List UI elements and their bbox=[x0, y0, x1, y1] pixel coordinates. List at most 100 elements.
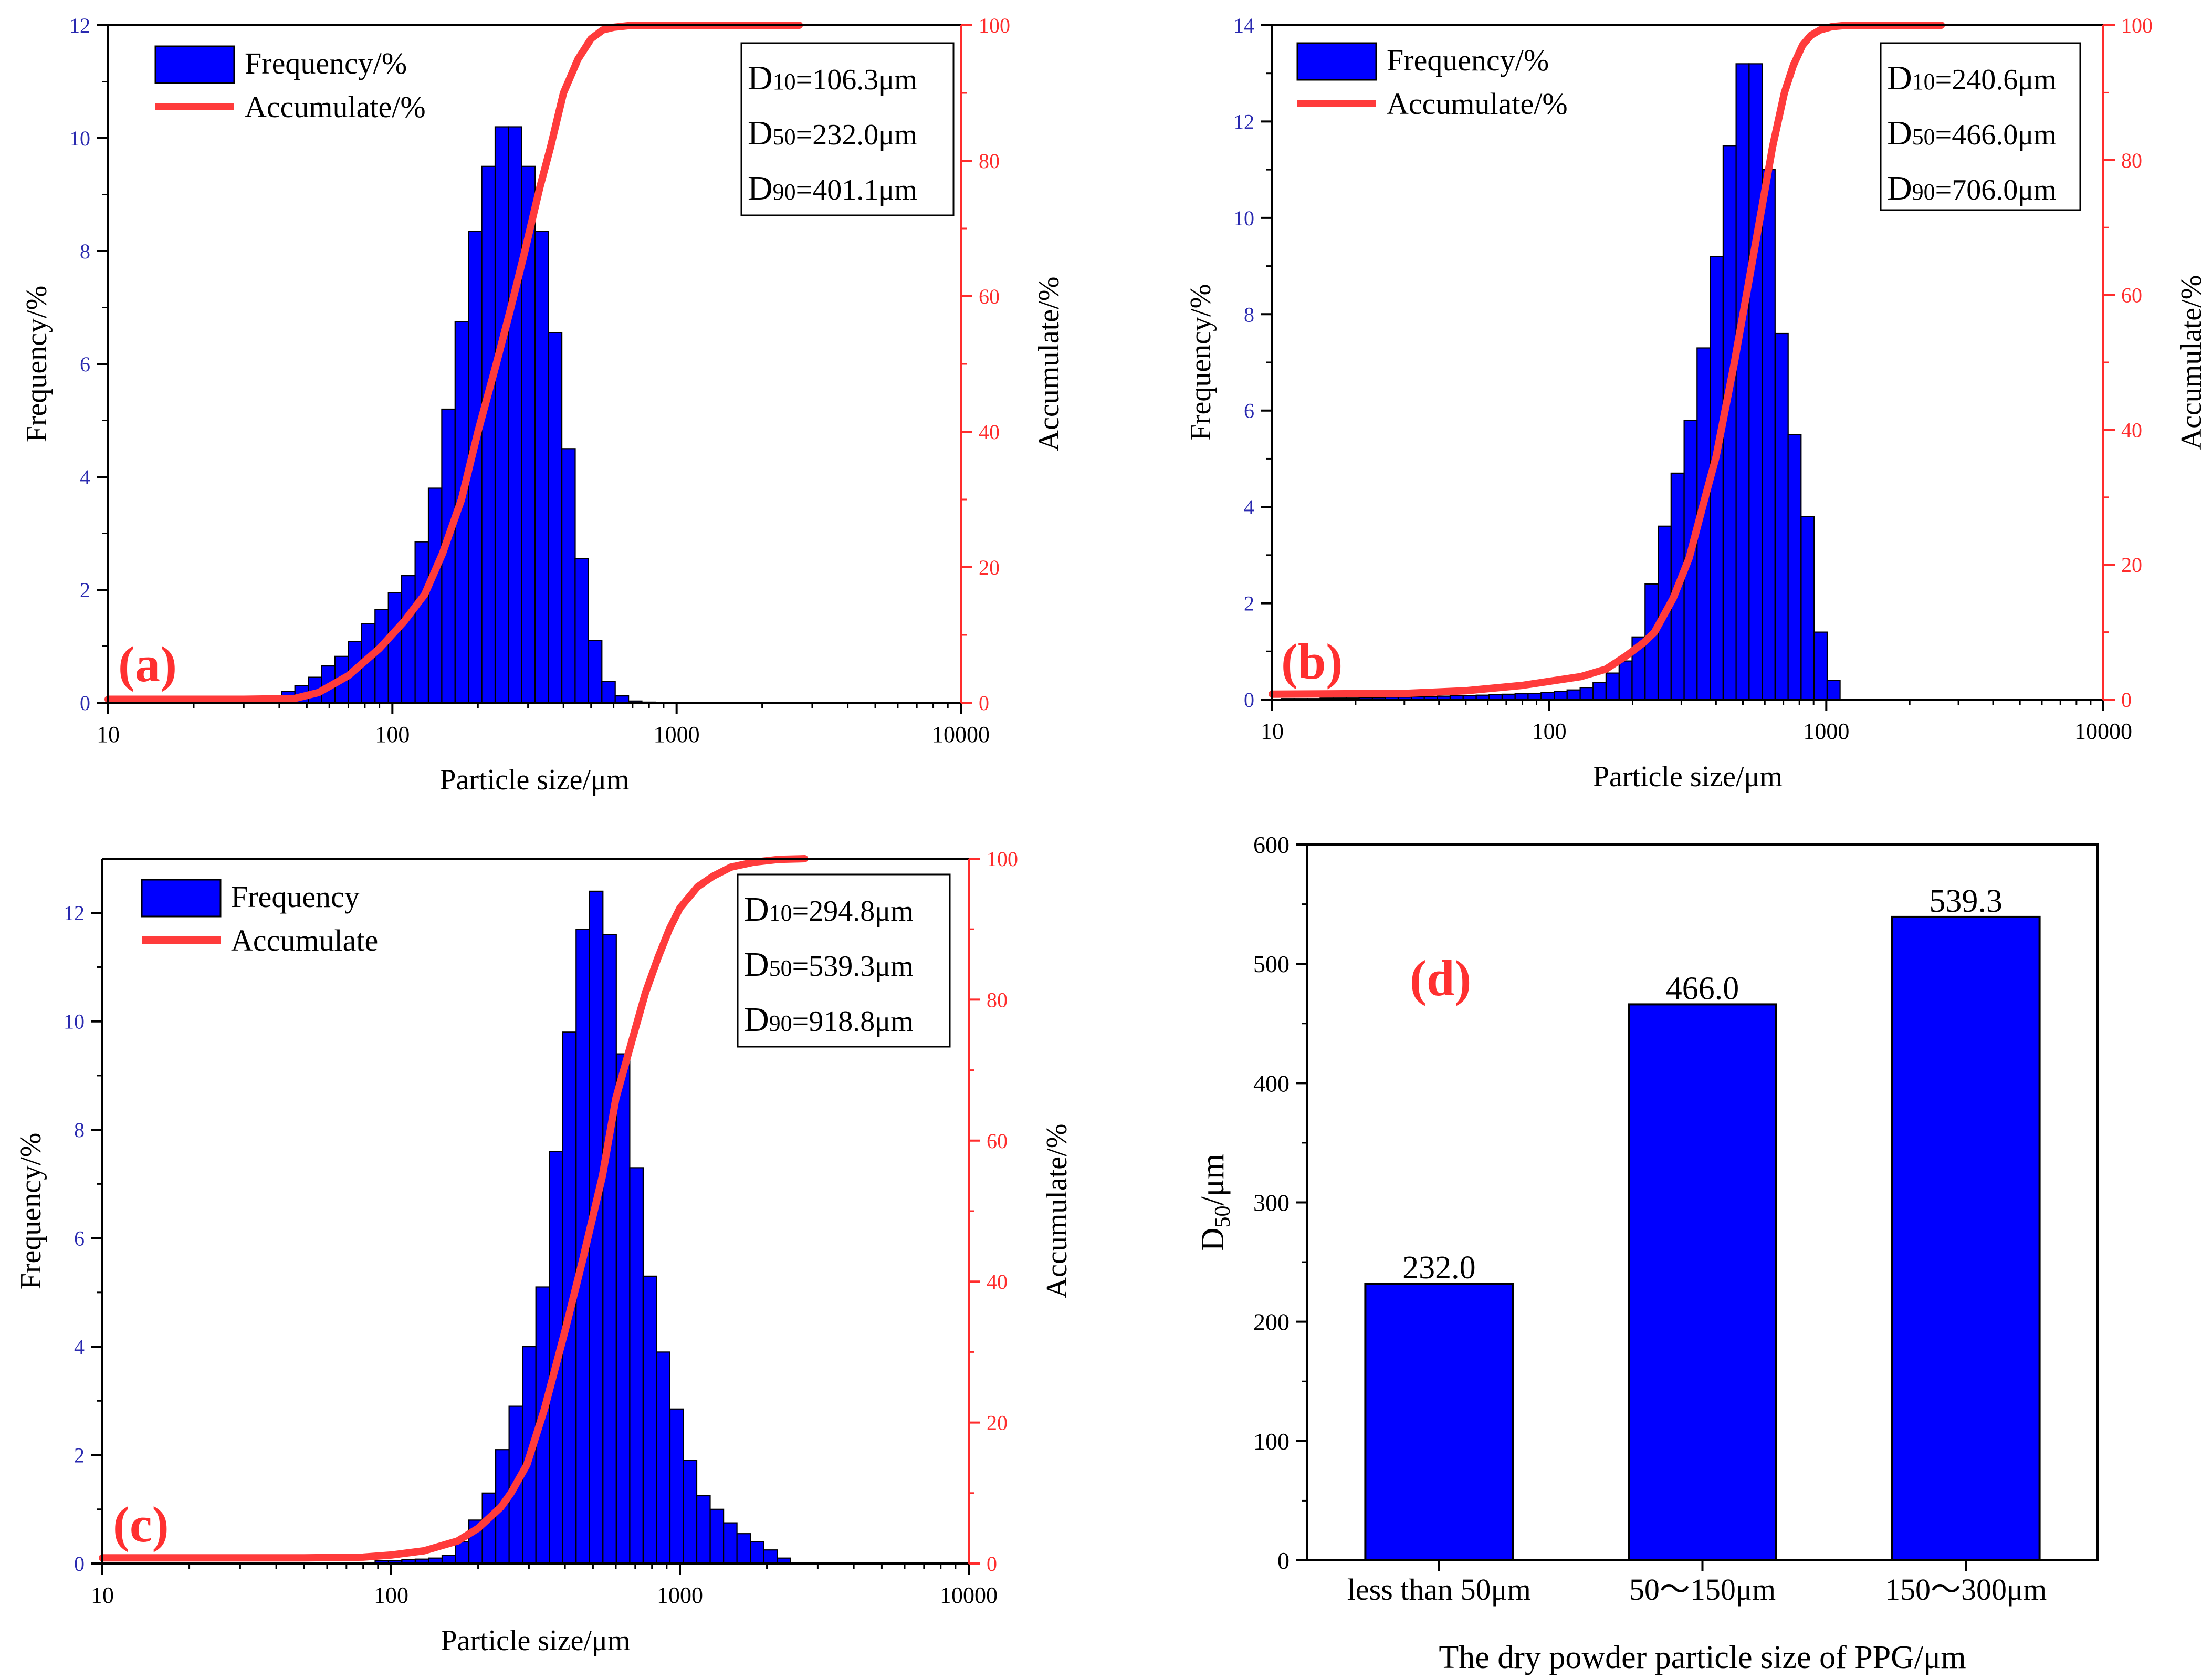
legend-label-accumulate: Accumulate/% bbox=[1387, 87, 1568, 121]
x-tick-label: 150～300μm bbox=[1885, 1572, 2047, 1607]
y-right-tick-label: 20 bbox=[2121, 553, 2142, 577]
x-tick-label: 100 bbox=[375, 722, 410, 747]
frequency-bar bbox=[401, 575, 416, 704]
accumulate-curve bbox=[1269, 22, 1945, 698]
x-tick-label: 10000 bbox=[932, 722, 990, 747]
x-axis-title: Particle size/μm bbox=[439, 764, 629, 796]
y-tick-label: 0 bbox=[74, 1552, 85, 1576]
y-right-tick-label: 20 bbox=[979, 556, 1000, 579]
y-tick-label: 10 bbox=[1233, 206, 1254, 230]
frequency-bar bbox=[508, 126, 522, 704]
y-tick-label: 12 bbox=[1233, 110, 1254, 133]
d50-bar bbox=[1628, 1003, 1777, 1561]
x-axis-title: Particle size/μm bbox=[1593, 760, 1783, 793]
stats-frame bbox=[737, 873, 951, 1048]
panel-label: (d) bbox=[1410, 950, 1471, 1006]
frequency-bar bbox=[602, 934, 617, 1565]
histogram-bars bbox=[374, 890, 791, 1565]
y-tick-label: 14 bbox=[1233, 14, 1254, 37]
legend-label-frequency: Frequency/% bbox=[245, 46, 407, 80]
frequency-bar bbox=[481, 1492, 497, 1565]
y-tick-label: 6 bbox=[74, 1227, 85, 1250]
y-tick-label: 2 bbox=[80, 578, 90, 602]
frequency-bar bbox=[709, 1508, 725, 1565]
y-tick-label: 0 bbox=[1277, 1547, 1290, 1574]
stat-line: D10=106.3μm bbox=[748, 59, 917, 97]
y-tick-label: 8 bbox=[74, 1118, 85, 1142]
frequency-bar bbox=[669, 1408, 684, 1565]
panel-a: 10 100 1000 10000 0 2 4 6 8 10 12 0 20 40 60 80 100 Parti… bbox=[20, 14, 1065, 796]
frequency-bar bbox=[494, 126, 509, 704]
legend-label-frequency: Frequency/% bbox=[1387, 43, 1549, 77]
frequency-bar bbox=[1566, 689, 1581, 701]
y-right-tick-label: 0 bbox=[987, 1552, 997, 1576]
y-tick-label: 4 bbox=[1244, 495, 1254, 519]
y-axis-title: Frequency/% bbox=[1184, 284, 1217, 441]
frequency-bar bbox=[722, 1522, 738, 1565]
bar-value-label: 539.3 bbox=[1929, 883, 2003, 919]
legend: Frequency/% Accumulate/% bbox=[1296, 42, 1568, 121]
frequency-bar bbox=[1800, 516, 1815, 701]
y-tick-label: 2 bbox=[1244, 592, 1254, 616]
y-tick-label: 4 bbox=[80, 465, 90, 489]
y-tick-label: 2 bbox=[74, 1444, 85, 1467]
y-tick-label: 6 bbox=[80, 352, 90, 376]
stats-frame bbox=[740, 42, 955, 216]
legend-swatch-frequency bbox=[154, 45, 235, 84]
y-right-axis-title: Accumulate/% bbox=[2175, 275, 2208, 450]
y-tick-label: 300 bbox=[1253, 1190, 1290, 1216]
frequency-bar bbox=[1774, 332, 1789, 701]
frequency-bar bbox=[548, 332, 563, 704]
panel-c: 10 100 1000 10000 0 2 4 6 8 10 12 0 20 40 60 80 100 Parti… bbox=[15, 847, 1073, 1657]
y-right-tick-label: 20 bbox=[987, 1411, 1008, 1435]
y-tick-label: 0 bbox=[80, 691, 90, 715]
y-axis-title: Frequency/% bbox=[20, 286, 53, 443]
frequency-bar bbox=[1762, 169, 1776, 701]
y-tick-label: 600 bbox=[1253, 831, 1290, 858]
y-right-tick-label: 40 bbox=[2121, 418, 2142, 442]
stats-box: D10=294.8μm D50=539.3μm D90=918.8μm bbox=[737, 873, 951, 1048]
panel-b: 10 100 1000 10000 0 2 4 6 8 10 12 14 0 20 40 60 80 100 Par… bbox=[1184, 14, 2208, 793]
frequency-bar bbox=[1540, 692, 1555, 701]
x-tick-label: 10000 bbox=[2074, 718, 2132, 744]
frequency-bar bbox=[749, 1541, 764, 1565]
y-tick-label: 8 bbox=[80, 239, 90, 263]
frequency-bar bbox=[427, 487, 443, 704]
frequency-bar bbox=[683, 1460, 698, 1565]
y-tick-label: 500 bbox=[1253, 951, 1290, 977]
panel-label: (a) bbox=[118, 636, 177, 692]
x-tick-label: 1000 bbox=[654, 722, 700, 747]
frequency-bar bbox=[387, 592, 403, 704]
legend-label-frequency: Frequency bbox=[231, 880, 360, 914]
y-axis-title: Frequency/% bbox=[15, 1133, 47, 1290]
stat-line: D10=240.6μm bbox=[1887, 59, 2057, 97]
legend-label-accumulate: Accumulate/% bbox=[245, 90, 426, 124]
stats-frame bbox=[1880, 42, 2081, 211]
histogram-bars bbox=[1281, 63, 1841, 701]
frequency-bar bbox=[1826, 680, 1841, 701]
panel-d: 0 100 200 300 400 500 600 232.0 less than 50μm 46… bbox=[1195, 831, 2099, 1675]
y-tick-label: 10 bbox=[64, 1010, 85, 1034]
frequency-bar bbox=[696, 1495, 711, 1565]
frequency-bar bbox=[414, 541, 429, 704]
x-axis-title: The dry powder particle size of PPG/μm bbox=[1439, 1640, 1966, 1675]
y-tick-label: 6 bbox=[1244, 399, 1254, 423]
frequency-bar bbox=[1618, 660, 1633, 701]
y-right-tick-label: 100 bbox=[987, 847, 1018, 871]
bar-value-label: 232.0 bbox=[1402, 1250, 1476, 1286]
x-tick-label: 10 bbox=[1261, 718, 1284, 744]
legend-swatch-frequency bbox=[1296, 42, 1377, 81]
y-tick-label: 12 bbox=[69, 14, 90, 37]
frequency-bar bbox=[1748, 63, 1763, 701]
frequency-bar bbox=[374, 609, 389, 704]
frequency-bar bbox=[1735, 63, 1750, 701]
y-right-tick-label: 40 bbox=[987, 1270, 1008, 1294]
x-tick-label: 1000 bbox=[657, 1582, 703, 1608]
y-right-axis-title: Accumulate/% bbox=[1041, 1124, 1073, 1299]
y-right-tick-label: 80 bbox=[979, 149, 1000, 173]
stat-line: D50=232.0μm bbox=[748, 114, 917, 152]
y-right-tick-label: 100 bbox=[979, 14, 1010, 37]
frequency-bar bbox=[441, 1555, 456, 1565]
x-tick-label: 10 bbox=[97, 722, 120, 747]
y-axis-title: D50/μm bbox=[1195, 1154, 1235, 1251]
